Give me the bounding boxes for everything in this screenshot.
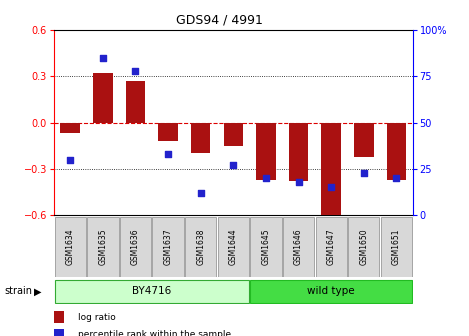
FancyBboxPatch shape — [87, 217, 119, 277]
Text: GSM1645: GSM1645 — [261, 228, 271, 265]
Text: GSM1636: GSM1636 — [131, 228, 140, 265]
FancyBboxPatch shape — [54, 217, 86, 277]
Text: GSM1647: GSM1647 — [327, 228, 336, 265]
Point — [99, 55, 106, 60]
FancyBboxPatch shape — [316, 217, 347, 277]
Text: GSM1637: GSM1637 — [164, 228, 173, 265]
Bar — [354, 123, 374, 157]
Bar — [289, 123, 308, 181]
FancyBboxPatch shape — [348, 217, 379, 277]
Point — [262, 175, 270, 181]
Text: ▶: ▶ — [34, 287, 42, 296]
Point — [327, 185, 335, 190]
Text: GSM1634: GSM1634 — [66, 228, 75, 265]
Text: GSM1651: GSM1651 — [392, 229, 401, 265]
Text: GDS94 / 4991: GDS94 / 4991 — [176, 13, 263, 27]
Point — [393, 175, 400, 181]
Text: wild type: wild type — [307, 287, 355, 296]
Point — [164, 151, 172, 157]
Text: GSM1644: GSM1644 — [229, 228, 238, 265]
Point — [295, 179, 303, 184]
Point — [360, 170, 368, 175]
FancyBboxPatch shape — [283, 217, 314, 277]
Point — [67, 157, 74, 162]
Text: GSM1650: GSM1650 — [359, 228, 368, 265]
Text: GSM1646: GSM1646 — [294, 228, 303, 265]
FancyBboxPatch shape — [185, 217, 216, 277]
Bar — [321, 123, 341, 218]
FancyBboxPatch shape — [250, 280, 412, 303]
FancyBboxPatch shape — [152, 217, 184, 277]
Text: GSM1638: GSM1638 — [196, 229, 205, 265]
FancyBboxPatch shape — [381, 217, 412, 277]
Bar — [386, 123, 406, 180]
Bar — [126, 81, 145, 123]
Text: percentile rank within the sample: percentile rank within the sample — [78, 330, 232, 336]
Text: BY4716: BY4716 — [132, 287, 171, 296]
Text: strain: strain — [5, 287, 33, 296]
Bar — [224, 123, 243, 146]
Text: log ratio: log ratio — [78, 312, 116, 322]
FancyBboxPatch shape — [250, 217, 281, 277]
Bar — [54, 329, 64, 336]
FancyBboxPatch shape — [120, 217, 151, 277]
Point — [132, 68, 139, 74]
FancyBboxPatch shape — [218, 217, 249, 277]
FancyBboxPatch shape — [54, 280, 249, 303]
Bar — [191, 123, 211, 154]
Bar — [61, 123, 80, 133]
Bar — [54, 311, 64, 323]
Bar — [93, 73, 113, 123]
Bar — [256, 123, 276, 180]
Point — [197, 190, 204, 196]
Bar — [159, 123, 178, 141]
Text: GSM1635: GSM1635 — [98, 228, 107, 265]
Point — [229, 163, 237, 168]
